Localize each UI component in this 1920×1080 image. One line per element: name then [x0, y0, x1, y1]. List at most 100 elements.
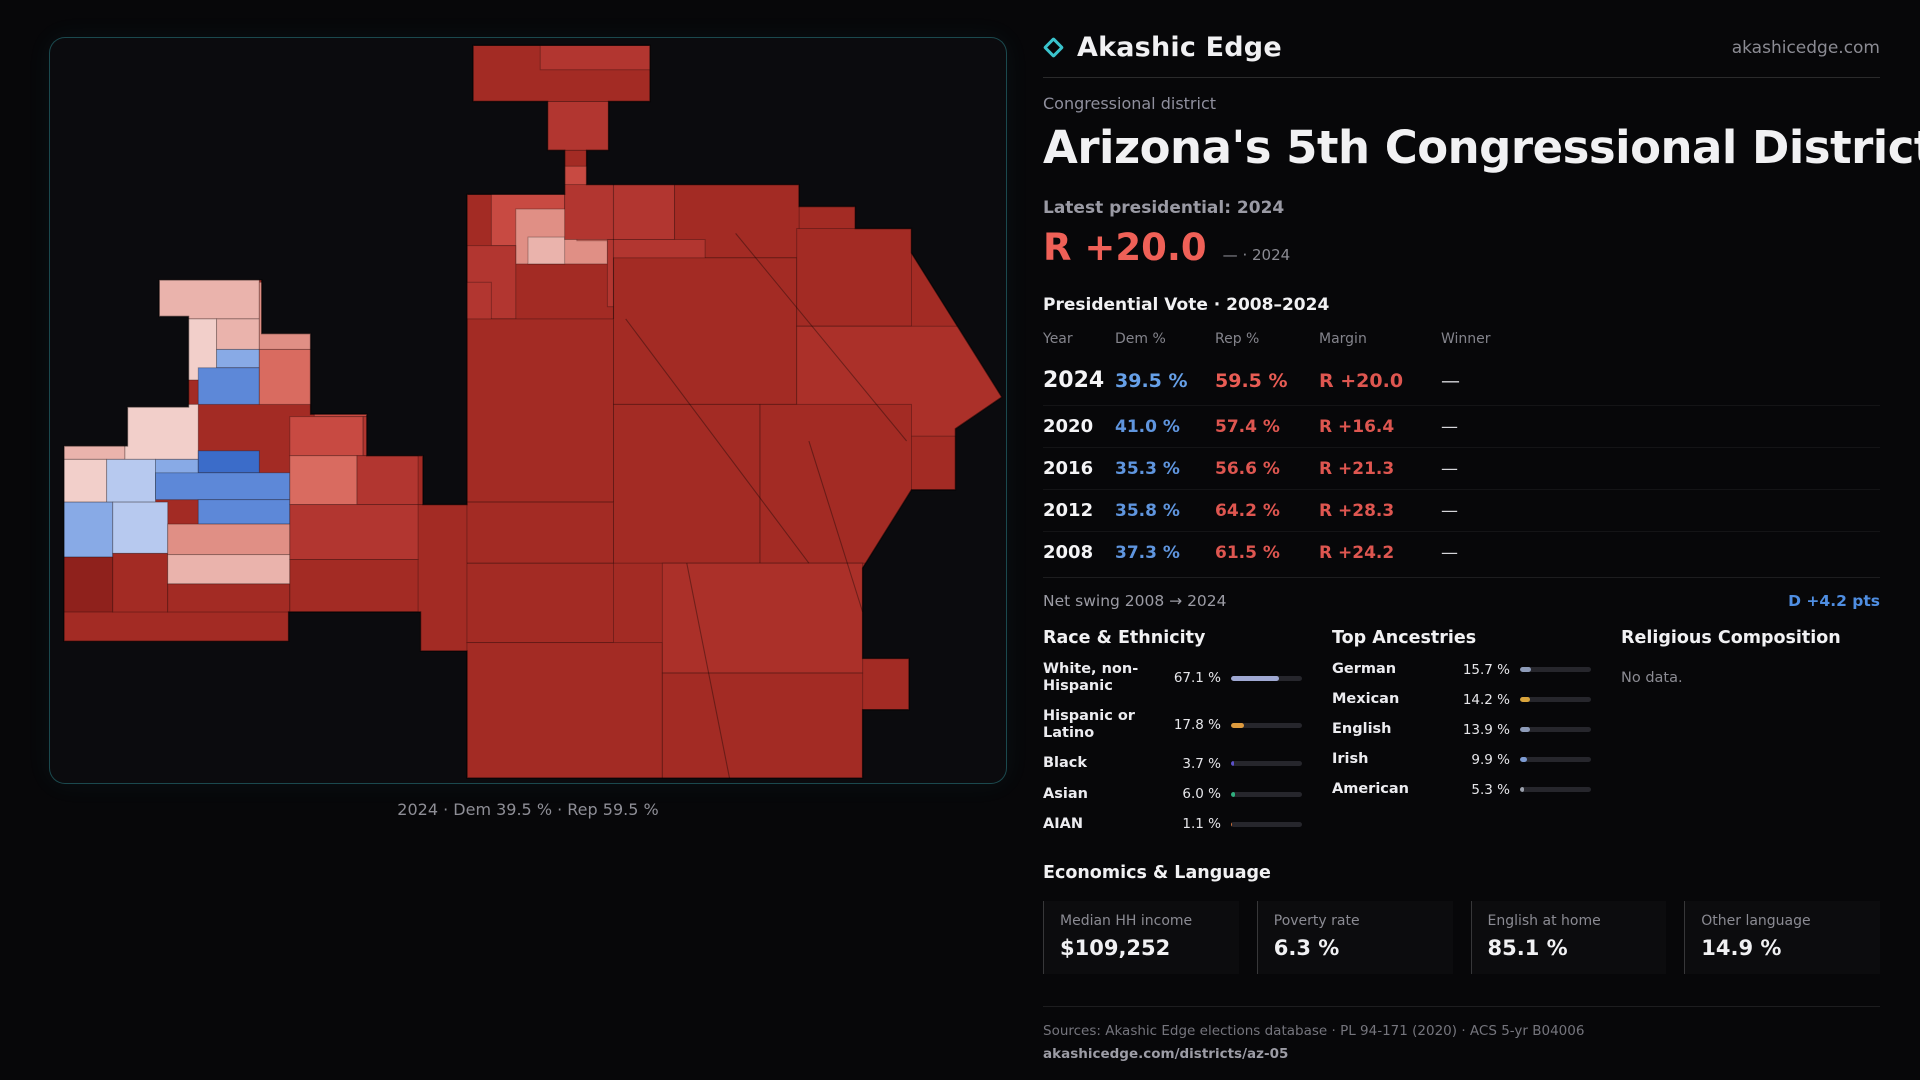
demographic-bar-fill: [1520, 667, 1532, 673]
cell-margin: R +16.4: [1319, 417, 1395, 437]
race-ethnicity-column: Race & Ethnicity White, non-Hispanic 67.1…: [1043, 628, 1302, 833]
net-swing-label: Net swing 2008 → 2024: [1043, 592, 1227, 610]
cell-dem: 35.3 %: [1115, 459, 1180, 479]
district-map-svg[interactable]: [50, 38, 1006, 783]
stat-card-label: English at home: [1487, 912, 1601, 929]
col-year: Year: [1043, 331, 1073, 347]
economics-title: Economics & Language: [1043, 862, 1271, 883]
demographic-label: German: [1332, 661, 1397, 677]
demographic-bar-track: [1231, 761, 1302, 767]
net-swing-value: D +4.2 pts: [1788, 592, 1880, 610]
demographic-bar-track: [1520, 787, 1591, 793]
precinct[interactable]: [661, 562, 864, 674]
precinct[interactable]: [539, 45, 651, 71]
col-winner: Winner: [1441, 331, 1491, 347]
precinct[interactable]: [58, 403, 126, 460]
cell-rep: 59.5 %: [1215, 370, 1288, 392]
precinct[interactable]: [613, 257, 798, 405]
demographic-row: American 5.3 %: [1332, 781, 1591, 798]
cell-year: 2020: [1043, 416, 1094, 437]
precinct[interactable]: [417, 355, 468, 418]
demographic-bar-track: [1520, 757, 1591, 763]
race-rows: White, non-Hispanic 67.1 % Hispanic or Lat…: [1043, 661, 1302, 833]
precinct[interactable]: [547, 101, 610, 151]
headline-margin-row: R +20.0 — · 2024: [1043, 226, 1880, 269]
precinct[interactable]: [106, 458, 156, 503]
precinct[interactable]: [112, 501, 169, 554]
cell-margin: R +21.3: [1319, 459, 1395, 479]
site-url-link[interactable]: akashicedge.com: [1731, 37, 1880, 58]
precinct[interactable]: [197, 450, 260, 474]
precinct[interactable]: [155, 269, 260, 320]
demographic-row: AIAN 1.1 %: [1043, 816, 1302, 833]
vote-row-2008: 2008 37.3 % 61.5 % R +24.2 —: [1043, 531, 1880, 573]
precinct[interactable]: [417, 416, 468, 506]
precinct[interactable]: [167, 523, 291, 556]
net-swing-row: Net swing 2008 → 2024 D +4.2 pts: [1043, 577, 1880, 610]
precinct[interactable]: [289, 455, 358, 506]
demographic-value: 1.1 %: [1182, 816, 1221, 833]
precinct[interactable]: [362, 416, 424, 457]
cell-winner: —: [1441, 370, 1460, 392]
map-caption: 2024 · Dem 39.5 % · Rep 59.5 %: [397, 800, 659, 819]
precinct[interactable]: [167, 583, 291, 613]
precinct[interactable]: [661, 672, 864, 779]
religion-title: Religious Composition: [1621, 628, 1841, 648]
precinct[interactable]: [796, 228, 912, 327]
precinct[interactable]: [466, 642, 663, 780]
precinct[interactable]: [759, 403, 912, 564]
stat-card-label: Median HH income: [1060, 912, 1193, 929]
ancestries-title: Top Ancestries: [1332, 628, 1477, 648]
precinct[interactable]: [356, 455, 424, 506]
precinct[interactable]: [289, 504, 419, 560]
precinct[interactable]: [258, 281, 340, 350]
precinct[interactable]: [466, 501, 614, 644]
precinct[interactable]: [216, 318, 260, 350]
demographic-value: 9.9 %: [1471, 751, 1510, 768]
demographic-bar-track: [1520, 697, 1591, 703]
demographic-bar-fill: [1231, 722, 1244, 728]
race-title: Race & Ethnicity: [1043, 628, 1206, 648]
cell-year: 2008: [1043, 542, 1094, 563]
precinct[interactable]: [112, 552, 169, 613]
religion-column: Religious Composition No data.: [1621, 628, 1880, 833]
precinct[interactable]: [58, 556, 114, 613]
precinct[interactable]: [58, 458, 108, 503]
demographic-row: English 13.9 %: [1332, 721, 1591, 738]
footer-permalink[interactable]: akashicedge.com/districts/az-05: [1043, 1045, 1289, 1062]
precinct[interactable]: [167, 554, 291, 585]
precinct[interactable]: [216, 348, 260, 369]
demographic-label: Hispanic or Latino: [1043, 708, 1135, 742]
demographic-value: 5.3 %: [1471, 781, 1510, 798]
precinct[interactable]: [258, 348, 315, 405]
precinct[interactable]: [313, 385, 425, 418]
precinct[interactable]: [124, 403, 199, 460]
district-map-panel[interactable]: [49, 37, 1007, 784]
precinct[interactable]: [197, 499, 291, 525]
precinct[interactable]: [338, 281, 419, 350]
col-dem: Dem %: [1115, 331, 1166, 347]
precinct[interactable]: [613, 403, 761, 564]
cell-dem: 39.5 %: [1115, 370, 1188, 392]
stat-card-value: 14.9 %: [1701, 935, 1782, 960]
economics-cards: Median HH income $109,252 Poverty rate 6.3 …: [1043, 900, 1880, 974]
precinct[interactable]: [527, 236, 566, 265]
precinct[interactable]: [289, 416, 364, 457]
demographic-bar-track: [1231, 791, 1302, 797]
district-detail-panel: Akashic Edge akashicedge.com Congression…: [1042, 0, 1920, 1062]
precinct[interactable]: [313, 348, 370, 387]
precinct[interactable]: [197, 367, 260, 405]
precinct[interactable]: [58, 501, 114, 558]
demographic-label: Mexican: [1332, 691, 1400, 708]
precinct[interactable]: [155, 472, 291, 501]
cell-dem: 41.0 %: [1115, 417, 1180, 437]
cell-rep: 57.4 %: [1215, 417, 1280, 437]
precinct[interactable]: [289, 559, 419, 613]
stat-card: Poverty rate 6.3 %: [1256, 900, 1453, 974]
brand-diamond-icon: [1042, 36, 1065, 59]
district-kicker: Congressional district: [1043, 94, 1217, 113]
demographic-value: 13.9 %: [1462, 721, 1510, 738]
stat-card: Median HH income $109,252: [1043, 900, 1239, 974]
precinct[interactable]: [466, 318, 614, 503]
precinct[interactable]: [564, 184, 676, 241]
